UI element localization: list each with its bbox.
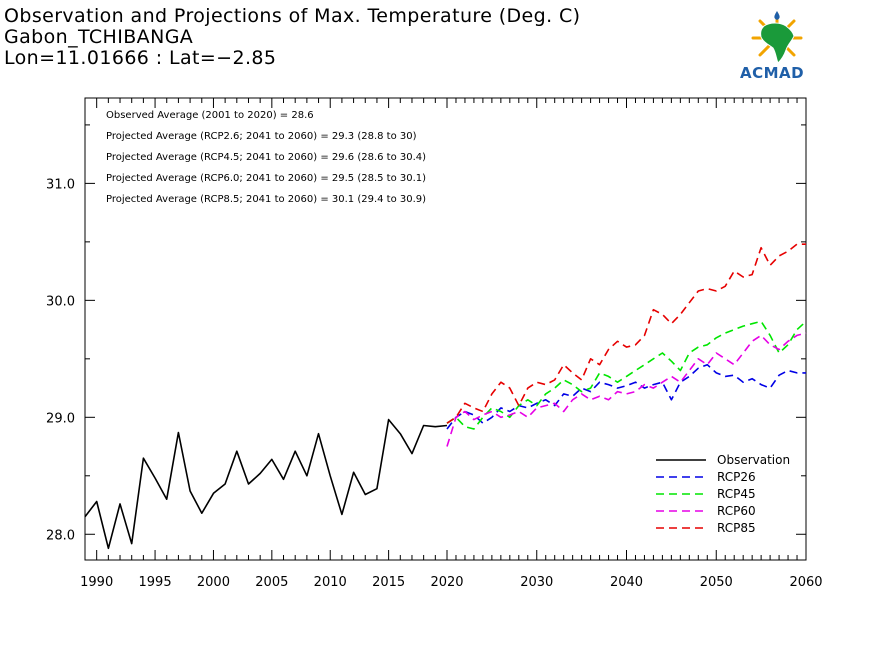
y-tick-label: 28.0 xyxy=(46,528,75,543)
average-annotation: Observed Average (2001 to 2020) = 28.6 xyxy=(106,110,314,121)
series-line-rcp60 xyxy=(446,332,807,447)
x-tick-label: 2010 xyxy=(314,575,347,590)
x-tick-label: 1995 xyxy=(139,575,172,590)
average-annotation: Projected Average (RCP6.0; 2041 to 2060)… xyxy=(106,173,426,184)
series-line-rcp85 xyxy=(446,243,806,424)
y-tick-label: 29.0 xyxy=(46,411,75,426)
acmad-logo-text: ACMAD xyxy=(740,64,805,82)
legend-label: RCP60 xyxy=(717,504,756,518)
x-tick-label: 2030 xyxy=(520,575,553,590)
acmad-logo: ACMAD xyxy=(736,8,818,86)
legend-label: RCP85 xyxy=(717,521,756,535)
chart-title: Observation and Projections of Max. Temp… xyxy=(4,5,581,27)
series-line-rcp45 xyxy=(446,320,807,430)
station-name: Gabon_TCHIBANGA xyxy=(4,26,194,48)
station-coordinates: Lon=11.01666 : Lat=−2.85 xyxy=(4,47,277,69)
legend-label: RCP45 xyxy=(717,487,756,501)
series-line-observation xyxy=(84,418,448,550)
plot-area-border xyxy=(84,97,807,561)
series-line-rcp26 xyxy=(446,363,806,430)
y-tick-label: 31.0 xyxy=(46,177,75,192)
x-tick-label: 1990 xyxy=(80,575,113,590)
legend-label: RCP26 xyxy=(717,470,756,484)
x-tick-label: 2050 xyxy=(700,575,733,590)
chart-title-block: Observation and Projections of Max. Temp… xyxy=(4,6,580,69)
y-tick-label: 30.0 xyxy=(46,294,75,309)
average-annotation: Projected Average (RCP8.5; 2041 to 2060)… xyxy=(106,194,426,205)
x-tick-label: 2015 xyxy=(372,575,405,590)
x-tick-label: 2005 xyxy=(255,575,288,590)
legend-label: Observation xyxy=(717,453,790,467)
x-tick-label: 2020 xyxy=(430,575,463,590)
x-tick-label: 2060 xyxy=(789,575,822,590)
average-annotation: Projected Average (RCP4.5; 2041 to 2060)… xyxy=(106,152,426,163)
x-tick-label: 2000 xyxy=(197,575,230,590)
x-tick-label: 2040 xyxy=(610,575,643,590)
africa-map-icon xyxy=(751,11,803,64)
average-annotation: Projected Average (RCP2.6; 2041 to 2060)… xyxy=(106,131,417,142)
